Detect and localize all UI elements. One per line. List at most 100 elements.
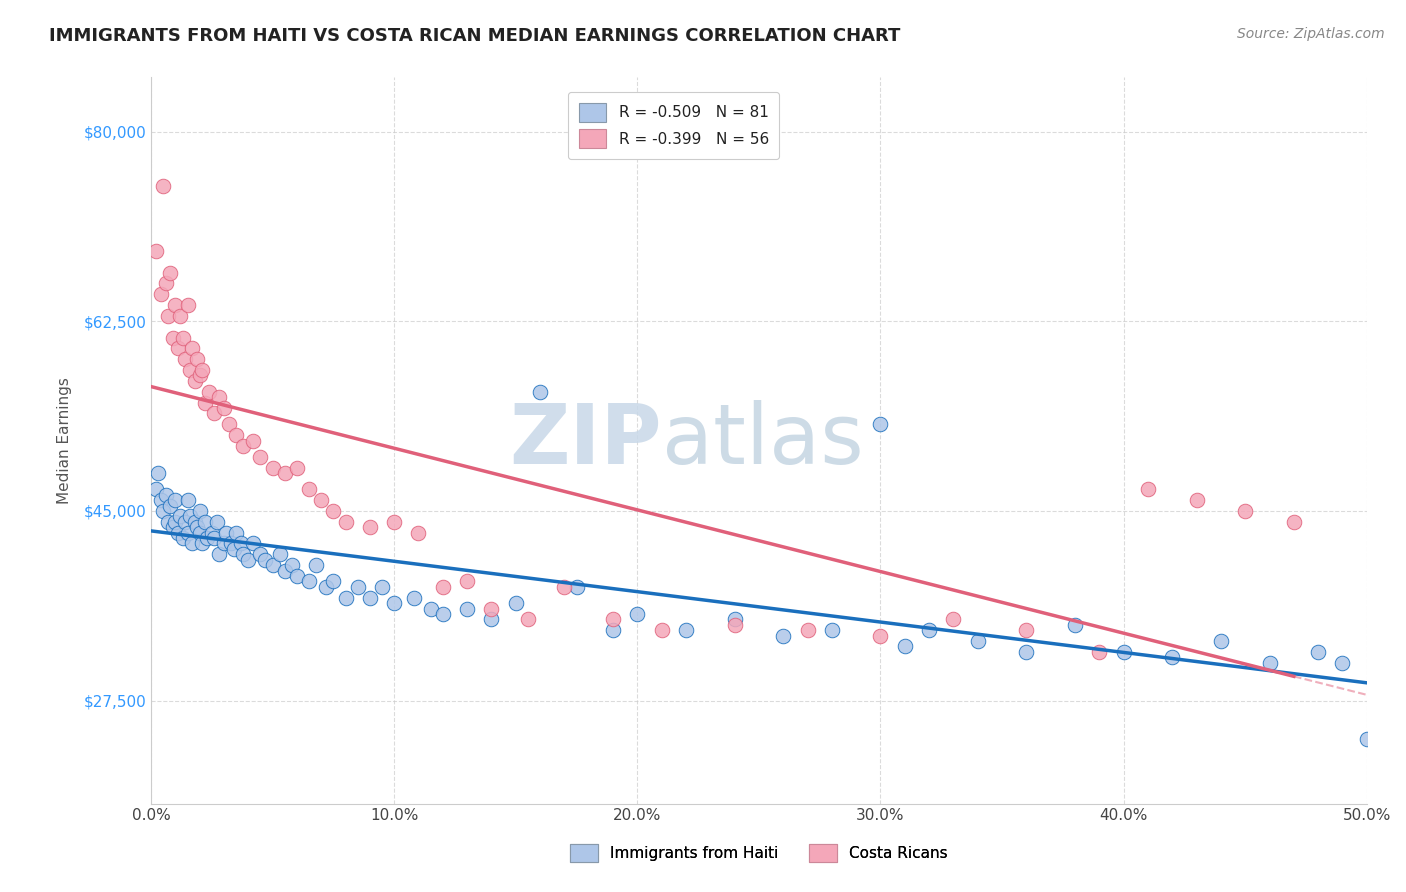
Point: [159, 266, 181, 280]
Point: [212, 536, 235, 550]
Point: [481, 601, 503, 615]
Point: [148, 466, 170, 480]
Point: [172, 531, 194, 545]
Point: [1015, 624, 1038, 638]
Point: [166, 525, 188, 540]
Point: [298, 574, 321, 589]
Point: [269, 547, 291, 561]
Point: [481, 612, 503, 626]
Point: [229, 536, 252, 550]
Point: [145, 244, 167, 258]
Point: [516, 612, 538, 626]
Point: [322, 574, 344, 589]
Point: [274, 466, 297, 480]
Point: [262, 460, 284, 475]
Point: [149, 287, 172, 301]
Point: [179, 509, 201, 524]
Point: [212, 401, 235, 415]
Point: [1209, 634, 1232, 648]
Point: [165, 493, 187, 508]
Point: [285, 460, 308, 475]
Point: [602, 612, 624, 626]
Y-axis label: Median Earnings: Median Earnings: [58, 377, 72, 504]
Point: [155, 488, 177, 502]
Point: [174, 352, 197, 367]
Point: [176, 493, 198, 508]
Point: [254, 553, 277, 567]
Point: [966, 634, 988, 648]
Point: [1064, 617, 1087, 632]
Point: [281, 558, 304, 573]
Point: [565, 580, 588, 594]
Point: [274, 564, 297, 578]
Point: [309, 493, 332, 508]
Point: [188, 504, 211, 518]
Point: [602, 624, 624, 638]
Point: [181, 536, 204, 550]
Point: [723, 617, 745, 632]
Point: [626, 607, 648, 621]
Point: [1161, 650, 1184, 665]
Point: [315, 580, 337, 594]
Point: [186, 520, 208, 534]
Point: [172, 330, 194, 344]
Point: [359, 591, 381, 605]
Point: [249, 547, 271, 561]
Point: [232, 439, 254, 453]
Point: [169, 509, 191, 524]
Legend: Immigrants from Haiti, Costa Ricans: Immigrants from Haiti, Costa Ricans: [564, 838, 953, 869]
Point: [215, 525, 238, 540]
Point: [184, 515, 207, 529]
Point: [242, 434, 264, 448]
Point: [201, 525, 224, 540]
Point: [152, 178, 174, 193]
Point: [651, 624, 673, 638]
Point: [456, 601, 478, 615]
Point: [184, 374, 207, 388]
Text: ZIP: ZIP: [509, 400, 662, 481]
Point: [1015, 645, 1038, 659]
Text: atlas: atlas: [662, 400, 863, 481]
Point: [1136, 483, 1159, 497]
Point: [335, 515, 357, 529]
Point: [222, 541, 245, 556]
Point: [165, 298, 187, 312]
Point: [162, 520, 184, 534]
Point: [1088, 645, 1111, 659]
Point: [232, 547, 254, 561]
Point: [195, 531, 218, 545]
Point: [723, 612, 745, 626]
Point: [159, 499, 181, 513]
Point: [262, 558, 284, 573]
Point: [529, 384, 551, 399]
Point: [188, 525, 211, 540]
Point: [225, 525, 247, 540]
Point: [145, 483, 167, 497]
Point: [408, 525, 430, 540]
Point: [198, 384, 221, 399]
Point: [174, 515, 197, 529]
Point: [505, 596, 527, 610]
Point: [1308, 645, 1330, 659]
Point: [155, 277, 177, 291]
Point: [402, 591, 425, 605]
Point: [359, 520, 381, 534]
Point: [371, 580, 394, 594]
Point: [335, 591, 357, 605]
Point: [165, 515, 187, 529]
Point: [166, 342, 188, 356]
Text: IMMIGRANTS FROM HAITI VS COSTA RICAN MEDIAN EARNINGS CORRELATION CHART: IMMIGRANTS FROM HAITI VS COSTA RICAN MED…: [49, 27, 901, 45]
Point: [869, 417, 891, 432]
Point: [869, 629, 891, 643]
Point: [191, 536, 214, 550]
Point: [162, 330, 184, 344]
Point: [152, 504, 174, 518]
Point: [553, 580, 575, 594]
Point: [322, 504, 344, 518]
Point: [179, 363, 201, 377]
Point: [157, 515, 180, 529]
Point: [191, 363, 214, 377]
Point: [202, 406, 225, 420]
Point: [1282, 515, 1305, 529]
Point: [918, 624, 941, 638]
